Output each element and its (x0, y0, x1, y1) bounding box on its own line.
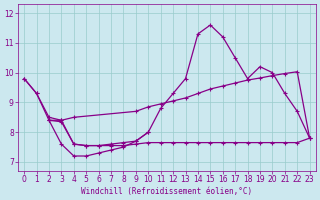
X-axis label: Windchill (Refroidissement éolien,°C): Windchill (Refroidissement éolien,°C) (81, 187, 252, 196)
